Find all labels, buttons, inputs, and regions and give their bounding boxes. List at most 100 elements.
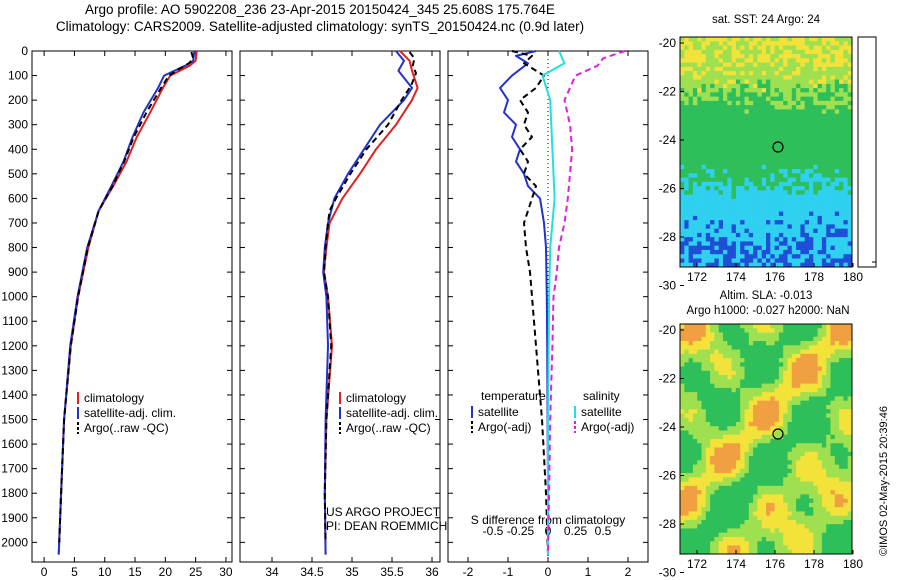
x-tick-label: 15 xyxy=(128,565,142,579)
legend-item: satellite-adj. clim. xyxy=(346,406,438,420)
map-frame xyxy=(679,36,853,268)
x-tick-label: 10 xyxy=(98,565,112,579)
legend-item: Argo(-adj) xyxy=(478,420,531,434)
series-line-1-1 xyxy=(322,50,413,555)
title-line-1: Argo profile: AO 5902208_236 23-Apr-2015… xyxy=(85,2,555,17)
legend-item: satellite xyxy=(581,405,622,419)
y-tick-label: 900 xyxy=(8,265,28,279)
lon-tick-label: 172 xyxy=(687,270,707,284)
y-tick-label: 1700 xyxy=(1,462,28,476)
lon-tick-label: 172 xyxy=(687,557,707,571)
sst-map: -20 -22 -24 -26 -28 -30 172 174 176 178 180 xyxy=(659,36,864,293)
x-tick-label: 30 xyxy=(219,565,233,579)
x-tick-label: 34 xyxy=(265,565,279,579)
x-tick-label: 34.5 xyxy=(300,565,324,579)
lat-tick-label: -28 xyxy=(659,517,677,531)
y-tick-label: 0 xyxy=(21,44,28,58)
top-tick-label: -0.5 xyxy=(483,524,504,538)
series-line-2-1 xyxy=(511,50,549,555)
legend-item: climatology xyxy=(346,391,406,405)
lat-tick-label: -22 xyxy=(659,372,677,386)
lon-tick-label: 178 xyxy=(804,270,824,284)
y-tick-label: 200 xyxy=(8,93,28,107)
x-tick-label: 0 xyxy=(41,565,48,579)
lat-tick-label: -26 xyxy=(659,182,677,196)
lat-tick-label: -24 xyxy=(659,133,677,147)
series-line-1-2 xyxy=(323,51,417,543)
x-tick-label: -2 xyxy=(463,565,474,579)
lon-tick-label: 174 xyxy=(726,557,746,571)
lon-tick-label: 180 xyxy=(843,270,863,284)
lat-tick-label: -28 xyxy=(659,230,677,244)
lon-tick-label: 178 xyxy=(804,557,824,571)
y-tick-label: 1400 xyxy=(1,388,28,402)
y-tick-label: 100 xyxy=(8,69,28,83)
y-tick-label: 2000 xyxy=(1,535,28,549)
title-line-2: Climatology: CARS2009. Satellite-adjuste… xyxy=(55,19,585,34)
x-tick-label: 5 xyxy=(71,565,78,579)
x-tick-label: 20 xyxy=(159,565,173,579)
legend-item: satellite xyxy=(478,405,519,419)
x-tick-label: 0 xyxy=(545,565,552,579)
lon-tick-label: 180 xyxy=(843,557,863,571)
y-tick-label: 1600 xyxy=(1,437,28,451)
sla-map-title-1: Altim. SLA: -0.013 xyxy=(719,290,813,302)
legend-item: Argo(..raw -QC) xyxy=(84,421,169,435)
x-tick-label: 36 xyxy=(425,565,439,579)
y-tick-label: 1900 xyxy=(1,511,28,525)
lon-tick-label: 176 xyxy=(765,557,785,571)
y-tick-label: 1000 xyxy=(1,290,28,304)
top-tick-label: 0.5 xyxy=(595,524,612,538)
legend-group-title: temperature xyxy=(481,389,546,403)
y-tick-label: 600 xyxy=(8,191,28,205)
y-tick-label: 1100 xyxy=(2,314,28,328)
lat-tick-label: -30 xyxy=(659,566,677,580)
x-tick-label: 25 xyxy=(189,565,203,579)
sla-map: -20 -22 -24 -26 -28 -30 172 174 176 178 180 xyxy=(659,323,864,580)
x-tick-label: 35 xyxy=(345,565,359,579)
lat-tick-label: -22 xyxy=(659,85,677,99)
lat-tick-label: -26 xyxy=(659,469,677,483)
top-tick-label: 0.25 xyxy=(564,524,588,538)
series-line-2-2 xyxy=(541,50,566,555)
legend-item: Argo(-adj) xyxy=(581,420,634,434)
y-tick-label: 500 xyxy=(8,167,28,181)
sla-map-title-2: Argo h1000: -0.027 h2000: NaN xyxy=(686,305,850,317)
series-line-0-2 xyxy=(58,51,195,543)
x-tick-label: 35.5 xyxy=(380,565,404,579)
x-tick-label: 1 xyxy=(585,565,592,579)
x-tick-label: 2 xyxy=(625,565,632,579)
series-line-2-0 xyxy=(499,50,549,555)
y-tick-label: 1500 xyxy=(1,413,28,427)
series-line-1-0 xyxy=(323,50,419,555)
y-tick-label: 1200 xyxy=(1,339,28,353)
legend-item: Argo(..raw -QC) xyxy=(346,421,431,435)
legend-item: climatology xyxy=(84,391,144,405)
lat-tick-label: -24 xyxy=(659,420,677,434)
argo-location-marker xyxy=(772,428,784,440)
y-tick-label: 1800 xyxy=(1,486,28,500)
map-frame xyxy=(679,323,853,555)
sst-colorbar-frame xyxy=(857,36,877,268)
top-tick-label: -0.25 xyxy=(507,524,535,538)
lat-tick-label: -20 xyxy=(659,323,677,337)
sst-map-title: sat. SST: 24 Argo: 24 xyxy=(711,14,821,26)
y-tick-label: 700 xyxy=(8,216,28,230)
series-line-2-3 xyxy=(547,50,626,555)
credit-line-1: US ARGO PROJECT xyxy=(326,505,441,519)
legend-item: satellite-adj. clim. xyxy=(84,406,176,420)
legend-group-title: salinity xyxy=(583,389,620,403)
y-tick-label: 300 xyxy=(8,118,28,132)
lon-tick-label: 174 xyxy=(726,270,746,284)
panel-frame-1 xyxy=(239,50,441,563)
lat-tick-label: -30 xyxy=(659,279,677,293)
argo-location-marker xyxy=(772,141,784,153)
y-tick-label: 400 xyxy=(8,142,28,156)
credit-line-2: PI: DEAN ROEMMICH xyxy=(326,519,447,533)
y-tick-label: 800 xyxy=(8,241,28,255)
y-tick-label: 1300 xyxy=(1,363,28,377)
lon-tick-label: 176 xyxy=(765,270,785,284)
lat-tick-label: -20 xyxy=(659,36,677,50)
